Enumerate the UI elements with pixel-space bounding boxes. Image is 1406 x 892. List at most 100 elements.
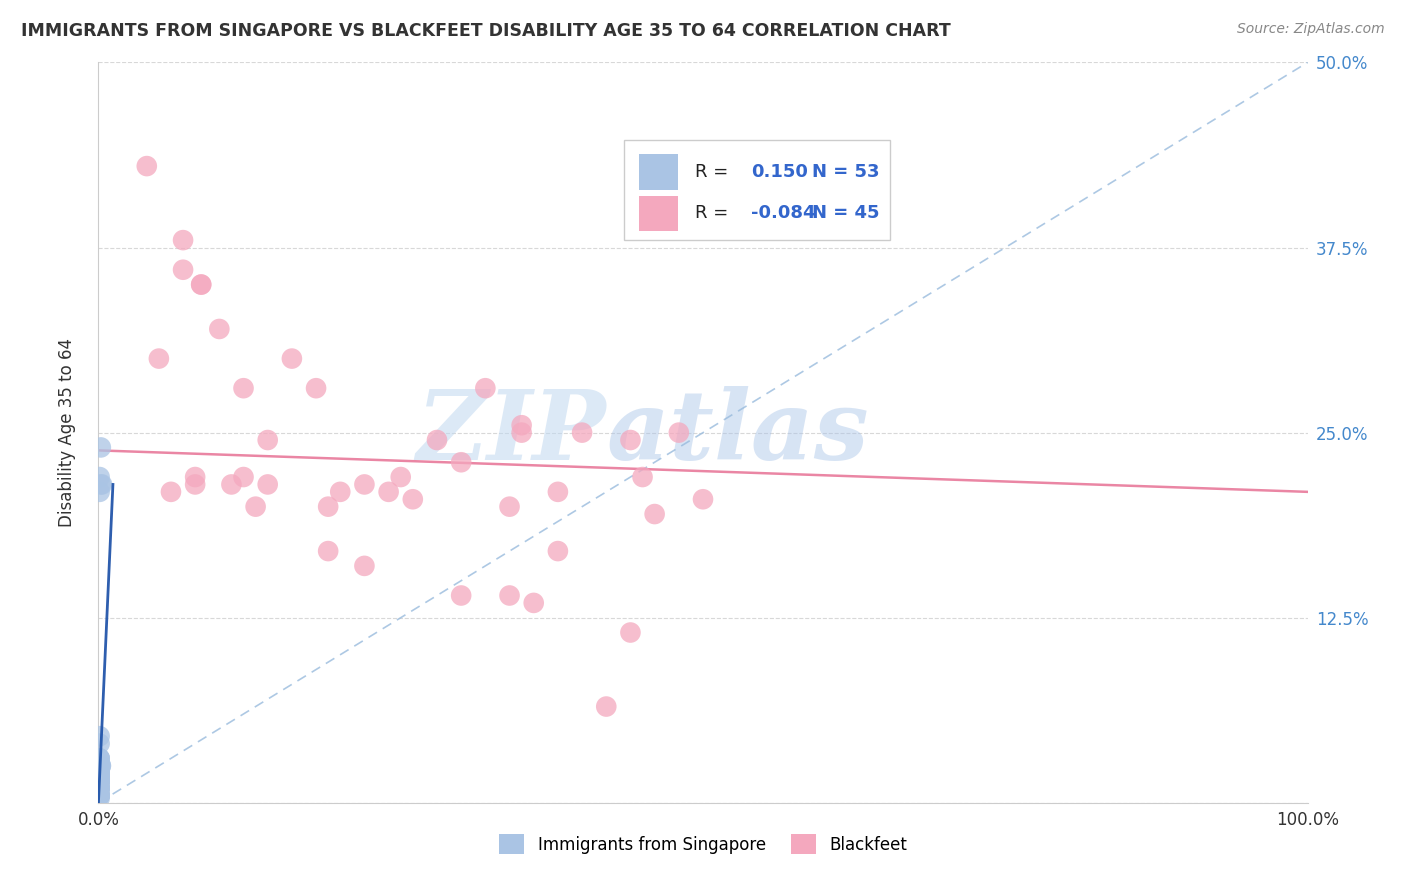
Point: [353, 477, 375, 491]
Point: [184, 470, 207, 484]
Point: [89, 758, 111, 772]
Y-axis label: Disability Age 35 to 64: Disability Age 35 to 64: [58, 338, 76, 527]
Point: [89, 766, 111, 780]
Point: [232, 470, 254, 484]
Point: [402, 492, 425, 507]
Point: [160, 484, 183, 499]
Point: [474, 381, 496, 395]
Point: [184, 477, 207, 491]
Text: N = 45: N = 45: [811, 204, 879, 222]
Point: [172, 262, 194, 277]
Point: [89, 766, 111, 780]
Point: [89, 780, 111, 795]
Point: [595, 699, 617, 714]
Point: [89, 763, 111, 777]
Point: [89, 780, 111, 795]
Point: [91, 477, 114, 491]
Point: [89, 484, 111, 499]
Point: [90, 758, 112, 772]
Point: [172, 233, 194, 247]
Point: [523, 596, 546, 610]
Point: [89, 766, 111, 780]
Point: [89, 773, 111, 788]
Point: [90, 758, 112, 772]
Point: [619, 625, 641, 640]
Text: ZIP: ZIP: [416, 385, 606, 480]
FancyBboxPatch shape: [638, 195, 678, 231]
Point: [89, 789, 111, 803]
Point: [89, 751, 111, 765]
Point: [89, 780, 111, 795]
Point: [89, 751, 111, 765]
Point: [89, 737, 111, 751]
Point: [256, 477, 278, 491]
Point: [89, 769, 111, 783]
Point: [256, 433, 278, 447]
Text: R =: R =: [695, 204, 728, 222]
Legend: Immigrants from Singapore, Blackfeet: Immigrants from Singapore, Blackfeet: [492, 828, 914, 861]
Point: [245, 500, 267, 514]
Point: [89, 780, 111, 795]
Point: [631, 470, 654, 484]
Point: [644, 507, 666, 521]
Point: [89, 773, 111, 788]
Point: [547, 484, 569, 499]
Point: [190, 277, 212, 292]
Point: [316, 544, 339, 558]
Point: [221, 477, 243, 491]
Point: [389, 470, 412, 484]
Point: [329, 484, 352, 499]
Point: [89, 773, 111, 788]
Point: [89, 773, 111, 788]
Point: [89, 789, 111, 803]
Text: atlas: atlas: [606, 385, 869, 480]
Point: [135, 159, 157, 173]
Point: [89, 470, 111, 484]
Point: [89, 773, 111, 788]
Point: [89, 758, 111, 772]
Point: [148, 351, 170, 366]
Point: [89, 758, 111, 772]
Text: Source: ZipAtlas.com: Source: ZipAtlas.com: [1237, 22, 1385, 37]
Point: [377, 484, 399, 499]
Point: [571, 425, 593, 440]
Point: [692, 492, 714, 507]
Point: [190, 277, 212, 292]
Point: [89, 789, 111, 803]
Point: [353, 558, 375, 573]
Point: [547, 544, 569, 558]
Point: [89, 758, 111, 772]
Point: [90, 477, 112, 491]
Point: [89, 773, 111, 788]
Point: [89, 773, 111, 788]
Point: [89, 780, 111, 795]
Point: [426, 433, 449, 447]
Point: [89, 766, 111, 780]
Point: [89, 773, 111, 788]
Point: [89, 769, 111, 783]
Point: [89, 758, 111, 772]
Point: [89, 729, 111, 743]
Point: [89, 769, 111, 783]
Point: [316, 500, 339, 514]
Point: [89, 766, 111, 780]
Point: [89, 763, 111, 777]
Point: [281, 351, 304, 366]
Point: [232, 381, 254, 395]
Point: [619, 433, 641, 447]
Point: [89, 789, 111, 803]
Point: [450, 455, 472, 469]
Point: [498, 500, 520, 514]
Point: [89, 766, 111, 780]
Text: IMMIGRANTS FROM SINGAPORE VS BLACKFEET DISABILITY AGE 35 TO 64 CORRELATION CHART: IMMIGRANTS FROM SINGAPORE VS BLACKFEET D…: [21, 22, 950, 40]
Text: N = 53: N = 53: [811, 163, 879, 181]
Point: [90, 441, 112, 455]
Point: [89, 791, 111, 805]
Point: [89, 766, 111, 780]
FancyBboxPatch shape: [624, 140, 890, 240]
Point: [498, 589, 520, 603]
Point: [89, 766, 111, 780]
Text: -0.084: -0.084: [751, 204, 815, 222]
Text: R =: R =: [695, 163, 728, 181]
Point: [305, 381, 328, 395]
